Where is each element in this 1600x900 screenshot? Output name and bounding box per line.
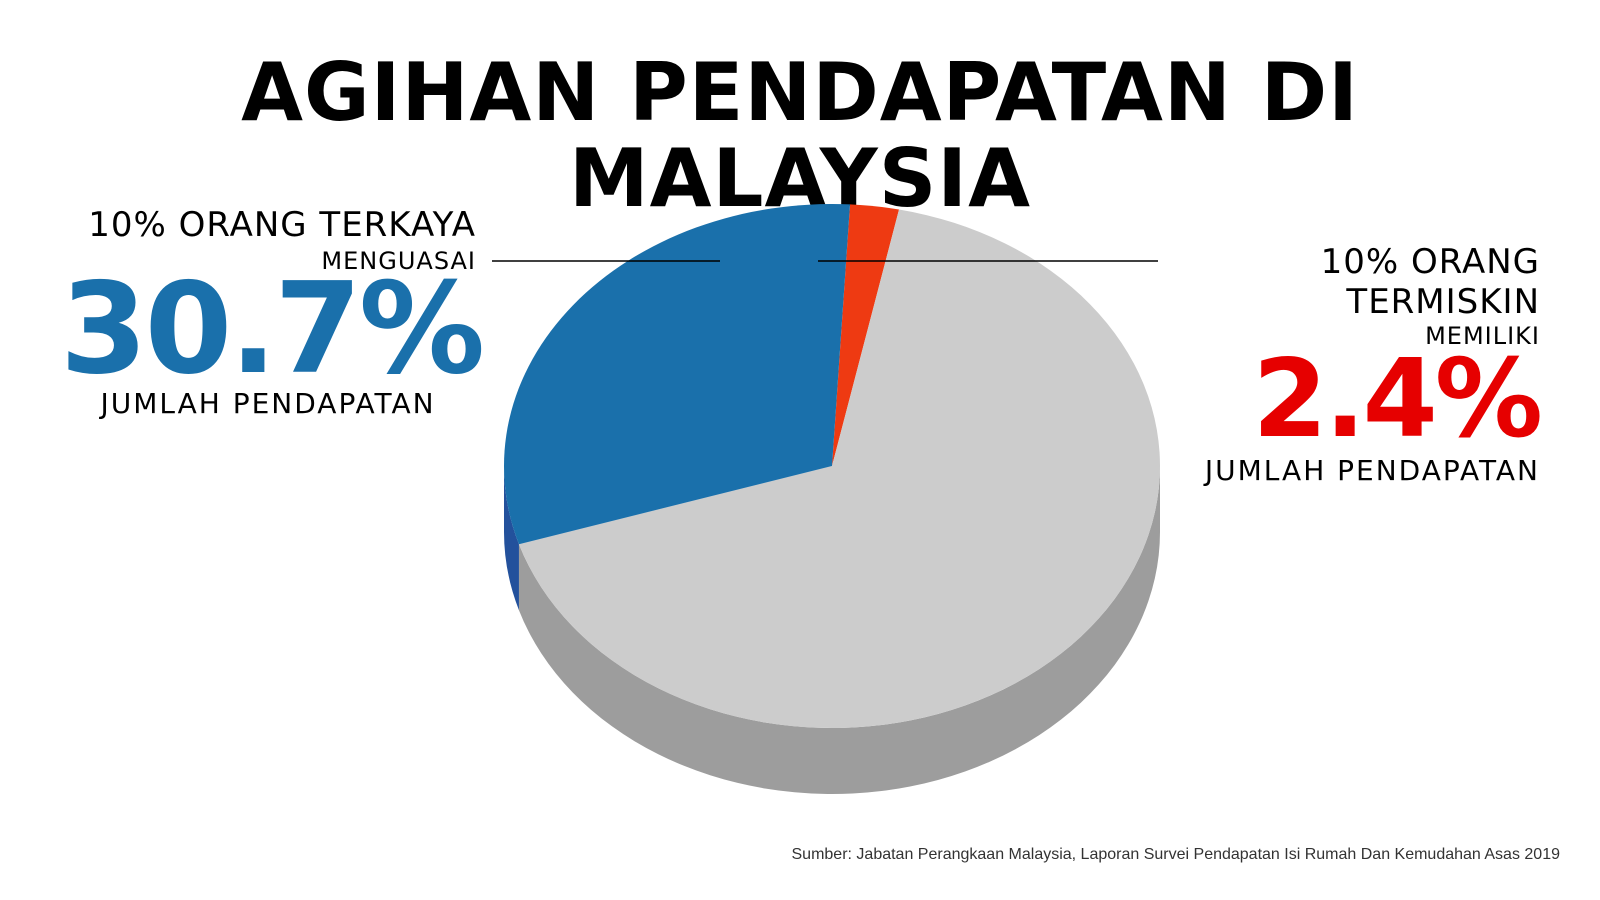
right-callout: 10% ORANG TERMISKIN MEMILIKI 2.4% JUMLAH… xyxy=(1120,242,1543,488)
source-note: Sumber: Jabatan Perangkaan Malaysia, Lap… xyxy=(791,846,1561,863)
right-heading: 10% ORANG TERMISKIN xyxy=(1320,242,1540,322)
left-verb: MENGUASAI xyxy=(321,247,476,275)
pie-sides xyxy=(504,466,1160,794)
page-title: AGIHAN PENDAPATAN DI MALAYSIA xyxy=(241,46,1359,225)
pie-side-1-0 xyxy=(518,466,1160,794)
pie-slice-0 xyxy=(832,204,900,466)
left-heading: 10% ORANG TERKAYA xyxy=(88,205,476,245)
pie-side-2-0 xyxy=(504,466,519,611)
pie-slice-2 xyxy=(504,204,851,545)
right-value: 2.4% xyxy=(1252,337,1543,462)
pie-slice-1 xyxy=(518,209,1161,729)
left-callout: 10% ORANG TERKAYA MENGUASAI 30.7% JUMLAH… xyxy=(60,205,485,421)
left-caption: JUMLAH PENDAPATAN xyxy=(100,387,436,420)
left-value: 30.7% xyxy=(60,255,485,402)
right-caption: JUMLAH PENDAPATAN xyxy=(1204,454,1540,487)
right-verb: MEMILIKI xyxy=(1425,322,1540,350)
pie-tops xyxy=(504,204,1161,729)
